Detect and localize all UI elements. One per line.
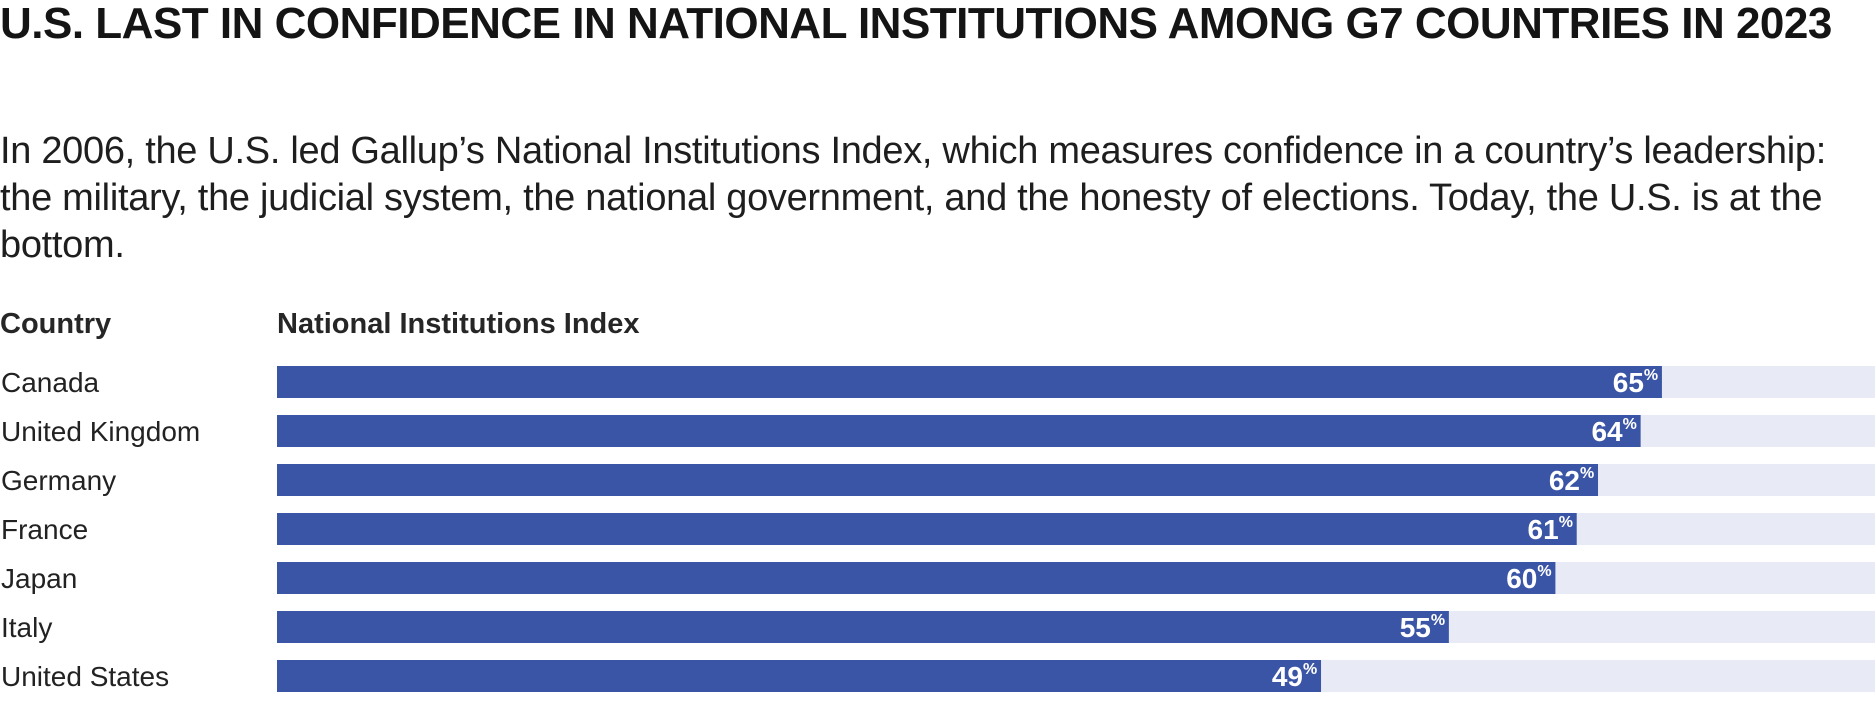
index-column-header: National Institutions Index — [277, 308, 640, 340]
bar-united-states — [277, 660, 1322, 692]
value-unit-united-kingdom: % — [1623, 416, 1637, 433]
value-unit-italy: % — [1431, 612, 1445, 629]
value-unit-united-states: % — [1303, 661, 1317, 678]
value-unit-canada: % — [1644, 367, 1658, 384]
country-column-header: Country — [0, 308, 112, 340]
category-label-germany: Germany — [1, 465, 116, 496]
bar-japan — [277, 562, 1556, 594]
value-label-canada: 65 — [1613, 367, 1644, 398]
bar-united-kingdom — [277, 415, 1641, 447]
value-label-japan: 60 — [1506, 563, 1537, 594]
bar-germany — [277, 464, 1599, 496]
category-label-united-states: United States — [1, 661, 169, 692]
value-unit-japan: % — [1537, 563, 1551, 580]
bar-italy — [277, 611, 1449, 643]
value-label-united-states: 49 — [1272, 661, 1303, 692]
chart-title: U.S. LAST IN CONFIDENCE IN NATIONAL INST… — [0, 0, 1832, 48]
value-label-germany: 62 — [1549, 465, 1580, 496]
category-label-canada: Canada — [1, 367, 100, 398]
category-label-united-kingdom: United Kingdom — [1, 416, 200, 447]
bar-france — [277, 513, 1577, 545]
category-label-japan: Japan — [1, 563, 77, 594]
value-unit-france: % — [1559, 514, 1573, 531]
value-label-united-kingdom: 64 — [1591, 416, 1623, 447]
chart-subtitle: In 2006, the U.S. led Gallup’s National … — [0, 130, 1826, 266]
category-label-france: France — [1, 514, 88, 545]
value-unit-germany: % — [1580, 465, 1594, 482]
value-label-france: 61 — [1528, 514, 1559, 545]
value-label-italy: 55 — [1400, 612, 1431, 643]
category-label-italy: Italy — [1, 612, 52, 643]
bar-canada — [277, 366, 1662, 398]
